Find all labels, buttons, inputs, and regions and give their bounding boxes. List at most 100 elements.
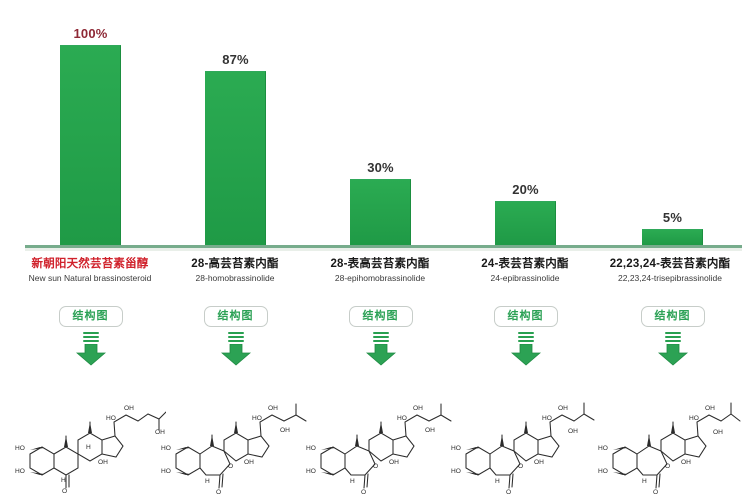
- arrow-stripes-3: [372, 332, 389, 342]
- atom-label: H: [350, 478, 355, 485]
- bar-column-1[interactable]: 100%: [18, 23, 163, 245]
- category-label-2-cn: 28-高芸苔素内酯: [191, 258, 279, 270]
- atom-label: HO: [451, 468, 461, 475]
- bar-column-4[interactable]: 20%: [453, 179, 598, 245]
- atom-label: OH: [98, 459, 108, 466]
- atom-label: H: [642, 478, 647, 485]
- category-label-1: 新朝阳天然芸苔素甾醇 New sun Natural brassinostero…: [10, 255, 170, 283]
- atom-label: HO: [306, 468, 316, 475]
- atom-label: OH: [413, 405, 423, 412]
- atom-label: OH: [268, 405, 278, 412]
- atom-label: O: [361, 489, 366, 496]
- atom-label: O: [665, 463, 670, 470]
- atom-label: OH: [389, 459, 399, 466]
- down-arrow-icon-4: [509, 332, 543, 366]
- atom-label: OH: [244, 459, 254, 466]
- structure-diagram-button-3[interactable]: 结构图: [348, 306, 413, 327]
- atom-label: OH: [155, 429, 165, 436]
- structure-diagram-button-1[interactable]: 结构图: [58, 306, 123, 327]
- bar-value-2: 87%: [222, 52, 249, 67]
- down-arrow-icon-3: [364, 332, 398, 366]
- category-label-1-cn: 新朝阳天然芸苔素甾醇: [31, 258, 149, 270]
- down-arrow-icon-5: [656, 332, 690, 366]
- bar-column-5[interactable]: 5%: [600, 207, 745, 245]
- atom-label: OH: [681, 459, 691, 466]
- atom-label: HO: [689, 415, 699, 422]
- category-label-2: 28-高芸苔素内酯 28-homobrassinolide: [155, 255, 315, 283]
- atom-label: HO: [106, 415, 116, 422]
- category-label-4-en: 24-epibrassinolide: [490, 273, 560, 283]
- atom-label: O: [653, 489, 658, 496]
- baseline-shadow: [25, 248, 742, 251]
- atom-label: HO: [252, 415, 262, 422]
- category-label-3-en: 28-epihomobrassinolide: [334, 273, 426, 283]
- category-label-5: 22,23,24-表芸苔素内酯 22,23,24-trisepibrassino…: [590, 255, 750, 283]
- arrow-stripes-2: [227, 332, 244, 342]
- category-label-4-cn: 24-表芸苔素内酯: [481, 258, 569, 270]
- atom-label: O: [506, 489, 511, 496]
- chart-baseline: [25, 245, 742, 248]
- category-label-2-en: 28-homobrassinolide: [195, 273, 275, 283]
- category-label-4: 24-表芸苔素内酯 24-epibrassinolide: [445, 255, 605, 283]
- bar-value-1: 100%: [73, 26, 108, 41]
- down-arrow-icon-1: [74, 332, 108, 366]
- category-label-3: 28-表高芸苔素内酯 28-epihomobrassinolide: [300, 255, 460, 283]
- category-label-5-en: 22,23,24-trisepibrassinolide: [618, 273, 722, 283]
- atom-label: O: [216, 489, 221, 496]
- bar-1[interactable]: [60, 45, 121, 245]
- arrow-stripes-5: [664, 332, 681, 342]
- bar-column-2[interactable]: 87%: [163, 49, 308, 245]
- category-label-1-en: New sun Natural brassinosteroid: [28, 273, 152, 283]
- category-label-5-cn: 22,23,24-表芸苔素内酯: [609, 258, 731, 270]
- atom-label: OH: [425, 427, 435, 434]
- chemical-structure-5: HO HO O O H OH HO OH OH: [597, 378, 749, 496]
- bar-chart: 100% 87% 30% 20% 5%: [0, 0, 750, 251]
- atom-label: HO: [598, 468, 608, 475]
- atom-label: HO: [542, 415, 552, 422]
- bar-column-3[interactable]: 30%: [308, 157, 453, 245]
- category-labels: 新朝阳天然芸苔素甾醇 New sun Natural brassinostero…: [0, 255, 750, 301]
- chemical-structure-2: HO HO O O H OH HO OH OH: [160, 378, 312, 496]
- down-arrow-icon-2: [219, 332, 253, 366]
- atom-label: OH: [713, 429, 723, 436]
- atom-label: HO: [598, 445, 608, 452]
- structure-button-cell-3: 结构图: [308, 306, 453, 366]
- atom-label: O: [62, 488, 67, 495]
- bar-value-5: 5%: [662, 210, 683, 225]
- category-label-3-cn: 28-表高芸苔素内酯: [330, 258, 430, 270]
- structure-button-cell-5: 结构图: [600, 306, 745, 366]
- atom-label: H: [495, 478, 500, 485]
- bar-3[interactable]: [350, 179, 411, 245]
- atom-label: HO: [161, 468, 171, 475]
- structure-diagram-button-5[interactable]: 结构图: [640, 306, 705, 327]
- structure-buttons-row: 结构图 结构图 结构图: [0, 306, 750, 376]
- atom-label: HO: [306, 445, 316, 452]
- atom-label: OH: [558, 405, 568, 412]
- atom-label: HO: [451, 445, 461, 452]
- structure-button-cell-4: 结构图: [453, 306, 598, 366]
- atom-label: HO: [161, 445, 171, 452]
- atom-label: H: [205, 478, 210, 485]
- structure-diagram-button-2[interactable]: 结构图: [203, 306, 268, 327]
- chemical-structure-3: HO HO O O H OH HO OH OH: [305, 378, 457, 496]
- atom-label: HO: [15, 468, 25, 475]
- bar-2[interactable]: [205, 71, 266, 245]
- chemical-structures-row: HO HO O H H OH HO OH OH: [0, 378, 750, 498]
- atom-label: OH: [534, 459, 544, 466]
- atom-label: O: [373, 463, 378, 470]
- structure-diagram-button-4[interactable]: 结构图: [493, 306, 558, 327]
- chemical-structure-4: HO HO O O H OH HO OH OH: [450, 378, 602, 496]
- structure-button-cell-1: 结构图: [18, 306, 163, 366]
- atom-label: OH: [124, 405, 134, 412]
- arrow-stripes-1: [82, 332, 99, 342]
- bar-value-4: 20%: [512, 182, 539, 197]
- bar-value-3: 30%: [367, 160, 394, 175]
- atom-label: OH: [705, 405, 715, 412]
- atom-label: H: [86, 444, 91, 451]
- atom-label: O: [228, 463, 233, 470]
- structure-button-cell-2: 结构图: [163, 306, 308, 366]
- bar-4[interactable]: [495, 201, 556, 245]
- bar-5[interactable]: [642, 229, 703, 245]
- atom-label: OH: [568, 428, 578, 435]
